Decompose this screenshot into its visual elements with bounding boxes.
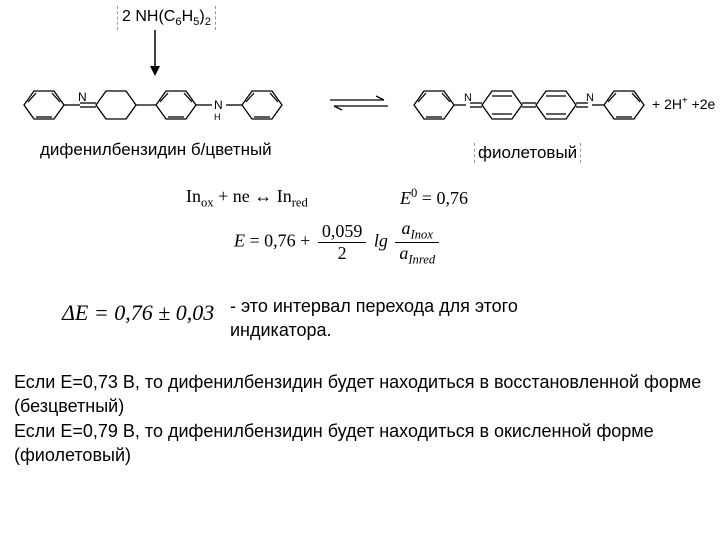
eq-nernst-frac1-num: 0,059 xyxy=(318,221,367,243)
svg-text:H: H xyxy=(214,112,221,122)
eq-nernst-frac1: 0,059 2 xyxy=(318,221,367,263)
top-formula-text: 2 NH(C6H5)2 xyxy=(122,8,211,25)
product-tail-text: + 2H+ +2e xyxy=(652,96,715,112)
structure-left: N N H xyxy=(14,78,310,133)
body-text-line-3: Если Е=0,79 В, то дифенилбензидин будет … xyxy=(14,419,706,443)
eq-e0-text: E0 = 0,76 xyxy=(400,188,468,208)
arrow-down xyxy=(145,28,165,78)
eq-nernst-frac1-den: 2 xyxy=(318,243,367,264)
svg-text:N: N xyxy=(586,92,594,104)
label-left: дифенилбензидин б/цветный xyxy=(40,140,272,160)
eq-nernst-const: 0,76 + xyxy=(264,231,315,251)
body-text-line-1: Если Е=0,73 В, то дифенилбензидин будет … xyxy=(14,370,706,394)
svg-text:N: N xyxy=(78,90,87,104)
label-right-text: фиолетовый xyxy=(478,143,577,162)
delta-e-caption: - это интервал перехода для этого индика… xyxy=(230,294,560,343)
equilibrium-arrows xyxy=(326,94,392,112)
eq-nernst-eqsign: = xyxy=(250,231,265,251)
eq-e0: E0 = 0,76 xyxy=(400,186,468,209)
eq-nernst-frac2: aInox aInred xyxy=(395,218,439,267)
eq-redox: Inox + ne ↔ Inred xyxy=(186,186,308,211)
eq-redox-text: Inox + ne ↔ Inred xyxy=(186,186,308,206)
delta-e-caption-text: - это интервал перехода для этого индика… xyxy=(230,296,518,340)
body-text-line-4: (фиолетовый) xyxy=(14,443,706,467)
delta-e-text: ΔE = 0,76 ± 0,03 xyxy=(62,300,214,325)
label-left-text: дифенилбензидин б/цветный xyxy=(40,140,272,159)
body-text: Если Е=0,73 В, то дифенилбензидин будет … xyxy=(14,370,706,467)
svg-text:N: N xyxy=(214,98,223,112)
product-tail: + 2H+ +2e xyxy=(652,95,715,112)
structure-right: N N xyxy=(408,78,652,133)
eq-nernst-frac2-den: aInred xyxy=(395,243,439,267)
top-formula: 2 NH(C6H5)2 xyxy=(117,6,216,30)
svg-text:N: N xyxy=(464,92,472,104)
eq-nernst-lg: lg xyxy=(374,231,393,251)
delta-e: ΔE = 0,76 ± 0,03 xyxy=(62,300,214,326)
eq-nernst-frac2-num: aInox xyxy=(395,218,439,243)
label-right: фиолетовый xyxy=(474,143,581,163)
body-text-line-2: (безцветный) xyxy=(14,394,706,418)
eq-nernst: E = 0,76 + 0,059 2 lg aInox aInred xyxy=(234,218,442,267)
